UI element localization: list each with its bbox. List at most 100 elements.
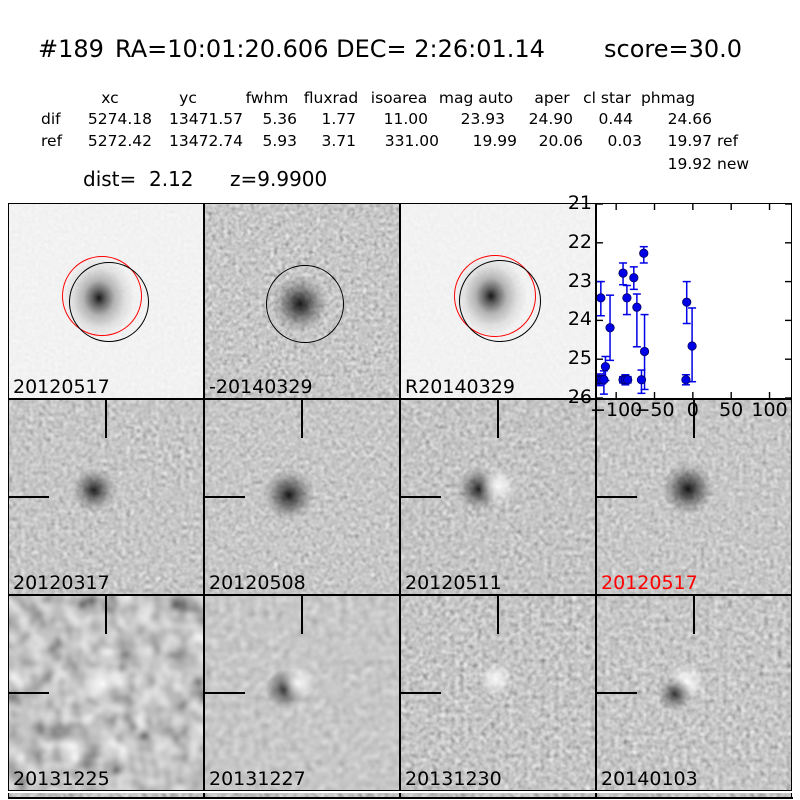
- clipped-row-border: [8, 797, 793, 799]
- ref-isoarea: 331.00: [384, 132, 439, 150]
- column-header-xc: xc: [101, 89, 119, 107]
- ref-phmag-suffix: ref: [717, 132, 739, 150]
- cutout-date-label: 20131227: [209, 768, 306, 790]
- noise-texture: [205, 793, 399, 799]
- cutout-date-label: 20120508: [209, 572, 306, 594]
- y-axis-tick-label: 23: [567, 269, 592, 292]
- ref-phmag: 19.97: [667, 132, 712, 150]
- clipped-row-sliver: [596, 793, 792, 799]
- lightcurve-plot: [596, 203, 792, 399]
- cutout-diff-20120317: 20120317: [8, 399, 204, 595]
- x-axis-tick-label: 100: [751, 399, 788, 421]
- source-blob: [663, 464, 713, 514]
- x-axis-tick-label: −100: [590, 399, 643, 421]
- lightcurve-point: [682, 297, 692, 307]
- dif-fwhm: 5.36: [262, 110, 297, 128]
- detection-circle-black: [458, 259, 541, 342]
- lightcurve-point: [605, 323, 615, 333]
- column-header-yc: yc: [179, 89, 197, 107]
- candidate-coordinates: RA=10:01:20.606 DEC= 2:26:01.14: [115, 35, 545, 63]
- y-axis-tick-label: 26: [567, 386, 592, 408]
- dif-xc: 5274.18: [87, 110, 152, 128]
- source-blob-dark: [658, 677, 692, 711]
- cutout-diff-20140103: 20140103: [596, 595, 792, 791]
- column-header-aper: aper: [534, 89, 570, 107]
- lightcurve-point: [629, 273, 639, 283]
- y-axis-tick-label: 21: [567, 192, 592, 214]
- detection-circle-black: [265, 264, 344, 343]
- cutout-diff-20120517-discovery: 20120517: [596, 399, 792, 595]
- dif-mag-auto: 23.93: [460, 110, 505, 128]
- lightcurve-point: [687, 341, 697, 351]
- lightcurve-point: [636, 375, 647, 385]
- lightcurve-point: [599, 375, 609, 385]
- clipped-row-sliver: [8, 793, 204, 799]
- dif-fluxrad: 1.77: [321, 110, 356, 128]
- lightcurve-point: [600, 361, 611, 372]
- cutout-date-label: -20140329: [209, 376, 313, 398]
- noise-texture: [597, 793, 791, 799]
- column-header-mag-auto: mag auto: [438, 89, 514, 107]
- dif-phmag: 24.66: [667, 110, 712, 128]
- position-tick-vertical: [105, 596, 107, 634]
- detection-circle-black: [68, 261, 149, 342]
- position-tick-horizontal: [205, 496, 245, 498]
- ref-mag-auto: 19.99: [472, 132, 517, 150]
- noise-texture: [9, 793, 203, 799]
- x-axis-tick-label: 0: [686, 399, 699, 421]
- lightcurve-point: [639, 346, 650, 357]
- position-tick-vertical: [693, 596, 695, 634]
- source-blob: [72, 468, 116, 512]
- redshift-label: z=9.9900: [230, 167, 328, 191]
- ref-aper: 20.06: [538, 132, 583, 150]
- ref-xc: 5272.42: [87, 132, 152, 150]
- row-label-dif: dif: [41, 110, 61, 128]
- dif-aper: 24.90: [528, 110, 573, 128]
- lightcurve-point: [623, 375, 633, 385]
- position-tick-horizontal: [401, 496, 441, 498]
- candidate-id: #189: [38, 35, 104, 63]
- cutout-ref-R20140329: R20140329: [400, 203, 596, 399]
- ref-fwhm: 5.93: [262, 132, 297, 150]
- lightcurve-plot-svg: [597, 204, 791, 398]
- clipped-row-sliver: [400, 793, 596, 799]
- dist-label: dist= 2.12: [83, 167, 194, 191]
- x-axis-tick-label: 50: [719, 399, 744, 421]
- ref-cl-star: 0.03: [607, 132, 642, 150]
- position-tick-horizontal: [205, 692, 245, 694]
- dif-cl-star: 0.44: [598, 110, 633, 128]
- row-label-ref: ref: [41, 132, 63, 150]
- cutout-date-label-discovery: 20120517: [601, 572, 698, 594]
- cutout-date-label: 20140103: [601, 768, 698, 790]
- cutout-diff-20131227: 20131227: [204, 595, 400, 791]
- cutout-diff-neg-20140329: -20140329: [204, 203, 400, 399]
- y-axis-tick-label: 22: [567, 230, 592, 253]
- lightcurve-point: [681, 375, 691, 385]
- cutout-ref-20120517: 20120517: [8, 203, 204, 399]
- column-header-fwhm: fwhm: [245, 89, 289, 107]
- y-axis-tick-label: 25: [567, 347, 592, 370]
- dif-isoarea: 11.00: [383, 110, 428, 128]
- position-tick-horizontal: [597, 496, 637, 498]
- dif-yc: 13471.57: [169, 110, 243, 128]
- cutout-date-label: 20120511: [405, 572, 502, 594]
- position-tick-vertical: [301, 596, 303, 634]
- candidate-score: score=30.0: [604, 35, 743, 63]
- source-blob-bright: [280, 665, 316, 701]
- x-axis-tick-label: −50: [634, 399, 675, 421]
- position-tick-vertical: [497, 596, 499, 634]
- cutout-date-label: 20131230: [405, 768, 502, 790]
- position-tick-vertical: [497, 400, 499, 438]
- new-phmag: 19.92: [667, 155, 712, 173]
- y-axis-tick-label: 24: [567, 308, 592, 331]
- cutout-date-label: 20131225: [13, 768, 110, 790]
- cutout-diff-20131230: 20131230: [400, 595, 596, 791]
- column-header-phmag: phmag: [640, 89, 696, 107]
- position-tick-vertical: [105, 400, 107, 438]
- cutout-diff-20120508: 20120508: [204, 399, 400, 595]
- cutout-diff-20120511: 20120511: [400, 399, 596, 595]
- source-blob: [264, 470, 314, 520]
- source-blob-bright: [80, 661, 126, 707]
- lightcurve-point: [618, 268, 628, 278]
